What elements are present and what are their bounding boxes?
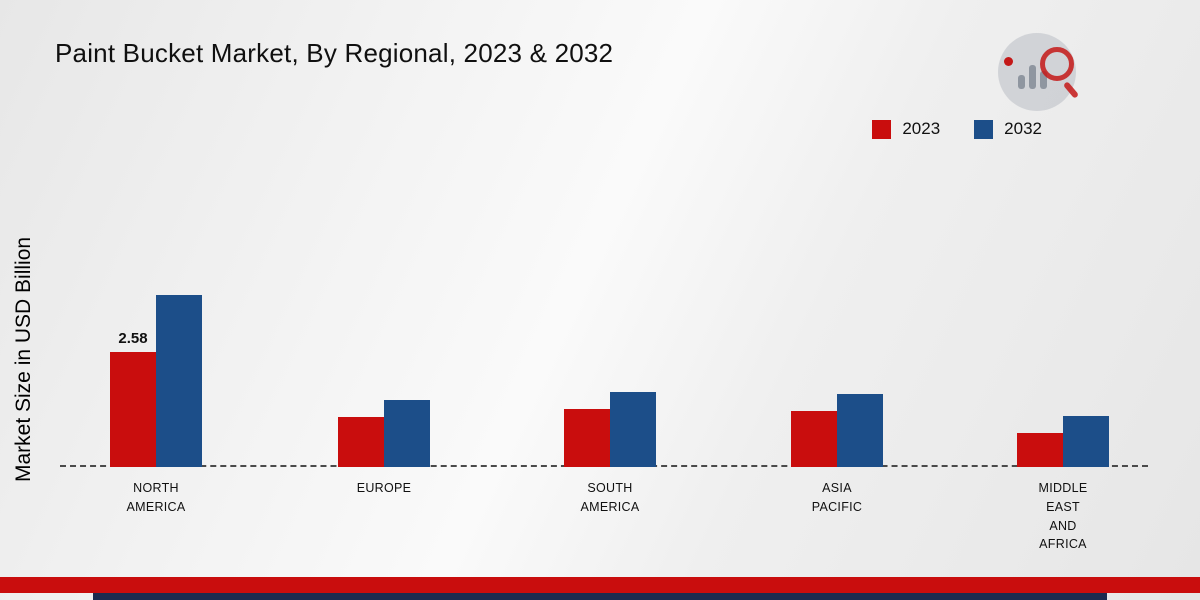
- bar-2023-south-america: [564, 409, 610, 467]
- logo-bar-chart-icon: [1018, 65, 1047, 89]
- y-axis-title: Market Size in USD Billion: [12, 236, 35, 482]
- bar-group-europe: EUROPE: [338, 400, 430, 495]
- legend: 2023 2032: [872, 119, 1042, 139]
- bar-group-asia-pacific: ASIA PACIFIC: [791, 394, 883, 514]
- legend-item-2032: 2032: [974, 119, 1042, 139]
- footer-band-navy: [93, 593, 1107, 600]
- bar-group-middle-east-and-africa: MIDDLE EAST AND AFRICA: [1017, 416, 1109, 551]
- bar-group-south-america: SOUTH AMERICA: [564, 392, 656, 514]
- chart-title: Paint Bucket Market, By Regional, 2023 &…: [55, 38, 614, 68]
- bar-2032-europe: [384, 400, 430, 467]
- bar-2023-europe: [338, 417, 384, 467]
- legend-swatch-2032-icon: [974, 119, 994, 139]
- bar-2032-south-america: [610, 392, 656, 467]
- bar-2023-north-america: 2.58: [110, 330, 156, 467]
- x-axis-label-south-america: SOUTH AMERICA: [580, 481, 640, 514]
- bar-group-north-america: 2.58 NORTH AMERICA: [110, 295, 202, 514]
- x-axis-label-asia-pacific: ASIA PACIFIC: [811, 481, 863, 514]
- bar-2023-asia-pacific: [791, 411, 837, 467]
- footer-band-red: [0, 577, 1200, 593]
- bar-2032-middle-east-and-africa: [1063, 416, 1109, 467]
- bar-value-label-north-america: 2.58: [118, 330, 148, 347]
- magnifier-icon: [1040, 47, 1074, 81]
- x-axis-label-middle-east-and-africa: MIDDLE EAST AND AFRICA: [1038, 481, 1088, 552]
- brand-logo: [998, 33, 1080, 111]
- bar-2032-north-america: [156, 295, 202, 467]
- x-axis-label-north-america: NORTH AMERICA: [126, 481, 186, 514]
- legend-label-2032: 2032: [1004, 119, 1042, 138]
- legend-swatch-2023-icon: [872, 119, 892, 139]
- legend-label-2023: 2023: [902, 119, 941, 138]
- bar-2032-asia-pacific: [837, 394, 883, 467]
- bar-2023-middle-east-and-africa: [1017, 433, 1063, 467]
- logo-dot-icon: [1004, 57, 1013, 66]
- x-axis-label-europe: EUROPE: [356, 481, 412, 495]
- legend-item-2023: 2023: [872, 119, 940, 139]
